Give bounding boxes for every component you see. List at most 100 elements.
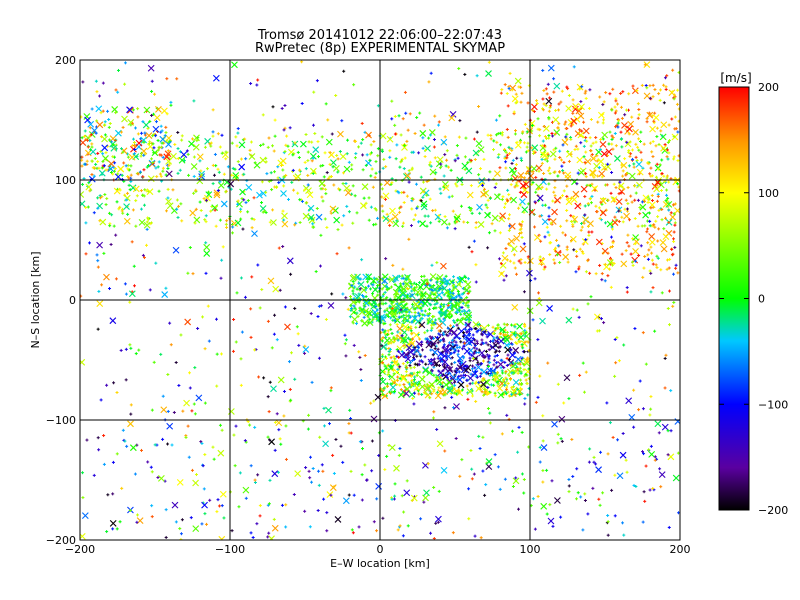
data-point bbox=[308, 525, 312, 529]
data-point bbox=[517, 334, 525, 341]
data-point bbox=[267, 136, 271, 140]
data-point bbox=[570, 437, 574, 441]
data-point bbox=[432, 485, 436, 489]
data-point bbox=[557, 108, 561, 112]
data-point bbox=[350, 163, 354, 167]
data-point bbox=[336, 170, 340, 174]
data-point bbox=[611, 435, 615, 439]
data-point bbox=[440, 138, 448, 146]
data-point bbox=[361, 183, 369, 191]
data-point bbox=[548, 172, 552, 176]
data-point bbox=[234, 340, 238, 344]
data-point bbox=[488, 196, 492, 200]
data-point bbox=[384, 165, 388, 169]
data-point bbox=[389, 383, 397, 391]
data-point bbox=[604, 221, 608, 225]
data-point bbox=[555, 238, 559, 242]
data-point bbox=[400, 285, 408, 293]
data-point bbox=[195, 139, 199, 143]
data-point bbox=[638, 139, 642, 143]
data-point bbox=[538, 255, 542, 259]
data-point bbox=[460, 183, 464, 187]
data-point bbox=[465, 167, 473, 175]
data-point bbox=[421, 293, 425, 297]
data-point bbox=[659, 88, 663, 92]
data-point bbox=[255, 522, 259, 526]
data-point bbox=[307, 204, 315, 212]
data-point bbox=[613, 514, 617, 518]
data-point bbox=[643, 499, 647, 503]
data-point bbox=[657, 227, 661, 231]
data-point bbox=[477, 104, 481, 108]
data-point bbox=[456, 349, 460, 353]
data-point bbox=[501, 251, 505, 255]
data-point bbox=[351, 531, 355, 535]
data-point bbox=[150, 408, 154, 412]
data-point bbox=[523, 122, 527, 126]
data-point bbox=[298, 221, 302, 225]
data-point bbox=[404, 111, 408, 115]
data-point bbox=[349, 304, 353, 308]
colorbar-tick-label: −200 bbox=[758, 504, 788, 517]
data-point bbox=[477, 146, 485, 153]
data-point bbox=[553, 157, 557, 161]
data-point bbox=[641, 331, 645, 335]
data-point bbox=[620, 145, 624, 149]
data-point bbox=[408, 391, 416, 398]
data-point bbox=[393, 283, 397, 287]
data-point bbox=[371, 286, 379, 294]
data-point bbox=[660, 134, 664, 138]
data-point bbox=[511, 484, 515, 488]
data-point bbox=[667, 525, 671, 529]
data-point bbox=[156, 139, 160, 143]
data-point bbox=[153, 114, 161, 122]
data-point bbox=[650, 258, 654, 262]
data-point bbox=[507, 87, 511, 91]
data-point bbox=[370, 167, 374, 171]
data-point bbox=[135, 194, 139, 198]
data-point bbox=[486, 246, 490, 250]
data-point bbox=[468, 382, 472, 386]
data-point bbox=[453, 321, 457, 325]
data-point bbox=[402, 313, 406, 317]
data-point bbox=[349, 308, 353, 312]
data-point bbox=[383, 321, 387, 325]
data-point bbox=[347, 210, 351, 214]
data-point bbox=[310, 216, 314, 220]
data-point bbox=[405, 139, 409, 143]
data-point bbox=[324, 317, 328, 321]
data-point bbox=[501, 195, 505, 199]
data-point bbox=[590, 194, 594, 198]
data-point bbox=[90, 173, 94, 177]
data-point bbox=[309, 152, 317, 160]
data-point bbox=[100, 166, 104, 170]
data-point bbox=[249, 82, 253, 86]
data-point bbox=[657, 92, 661, 96]
data-point bbox=[584, 370, 588, 374]
data-point bbox=[340, 223, 344, 227]
data-point bbox=[647, 248, 651, 252]
data-point bbox=[221, 151, 229, 159]
data-point bbox=[599, 450, 603, 454]
data-point bbox=[597, 206, 601, 210]
data-point bbox=[111, 527, 115, 531]
data-point bbox=[432, 138, 436, 142]
data-point bbox=[418, 285, 422, 289]
data-point bbox=[558, 415, 566, 423]
data-point bbox=[401, 267, 405, 271]
data-point bbox=[410, 331, 414, 335]
data-point bbox=[435, 280, 439, 284]
data-point bbox=[351, 279, 355, 283]
data-point bbox=[657, 431, 661, 435]
data-point bbox=[522, 242, 526, 246]
data-point bbox=[107, 160, 115, 168]
data-point bbox=[271, 144, 275, 148]
data-point bbox=[410, 379, 414, 383]
data-point bbox=[260, 201, 264, 205]
data-point bbox=[402, 201, 406, 205]
data-point bbox=[173, 142, 177, 146]
data-point bbox=[581, 528, 585, 532]
data-point bbox=[105, 530, 109, 534]
data-point bbox=[340, 119, 344, 123]
data-point bbox=[604, 91, 608, 95]
